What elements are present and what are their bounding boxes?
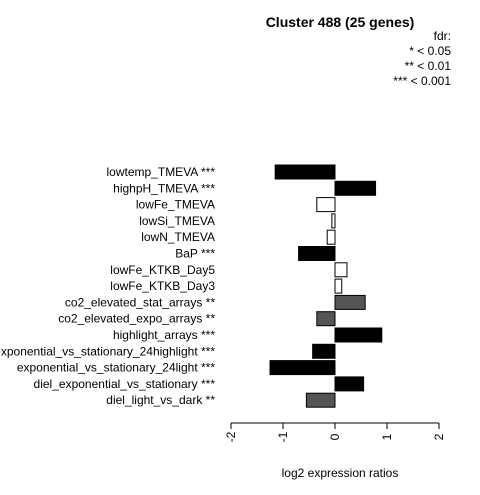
legend-entry-3: *** < 0.001 bbox=[393, 74, 451, 88]
category-label-8: lowFe_KTKB_Day3 bbox=[110, 279, 215, 293]
x-tick-label-3: 0 bbox=[328, 433, 342, 440]
bar-11 bbox=[334, 327, 383, 343]
category-label-6: BaP *** bbox=[175, 247, 215, 261]
legend-entry-1: * < 0.05 bbox=[409, 44, 451, 58]
category-label-3: lowFe_TMEVA bbox=[136, 198, 215, 212]
x-tick-label-5: 2 bbox=[432, 433, 446, 440]
category-label-2: highpH_TMEVA *** bbox=[113, 181, 215, 195]
legend-title: fdr: bbox=[434, 29, 451, 43]
category-label-4: lowSi_TMEVA bbox=[139, 214, 215, 228]
category-label-1: lowtemp_TMEVA *** bbox=[107, 165, 216, 179]
bar-4 bbox=[331, 213, 336, 229]
category-label-12: exponential_vs_stationary_24highlight **… bbox=[0, 344, 215, 358]
bar-15 bbox=[305, 392, 336, 408]
category-label-14: diel_exponential_vs_stationary *** bbox=[34, 377, 216, 391]
bar-3 bbox=[316, 197, 336, 213]
category-label-9: co2_elevated_stat_arrays ** bbox=[65, 295, 215, 309]
category-labels-group: lowtemp_TMEVA *** highpH_TMEVA *** lowFe_T… bbox=[0, 165, 215, 407]
bar-5 bbox=[326, 229, 336, 245]
bars-group bbox=[269, 164, 383, 408]
chart-title: Cluster 488 (25 genes) bbox=[266, 14, 415, 30]
bar-8 bbox=[334, 278, 343, 294]
category-label-10: co2_elevated_expo_arrays ** bbox=[58, 312, 215, 326]
category-label-13: exponential_vs_stationary_24light *** bbox=[17, 361, 215, 375]
bar-9 bbox=[334, 294, 366, 310]
bar-13 bbox=[269, 360, 336, 376]
legend-entry-2: ** < 0.01 bbox=[405, 59, 452, 73]
bar-14 bbox=[334, 376, 365, 392]
bar-6 bbox=[298, 246, 336, 261]
category-label-15: diel_light_vs_dark ** bbox=[106, 393, 215, 407]
bar-2 bbox=[334, 180, 377, 196]
bar-1 bbox=[274, 164, 336, 180]
bar-10 bbox=[316, 311, 336, 327]
category-label-7: lowFe_KTKB_Day5 bbox=[110, 263, 215, 277]
bar-12 bbox=[312, 343, 336, 359]
x-tick-label-4: 1 bbox=[380, 433, 394, 440]
category-label-11: highlight_arrays *** bbox=[113, 328, 215, 342]
x-tick-label-2: -1 bbox=[276, 431, 290, 442]
x-axis: -2 -1 0 1 2 bbox=[224, 422, 446, 442]
x-tick-label-1: -2 bbox=[224, 431, 238, 442]
bar-7 bbox=[334, 262, 348, 278]
category-label-5: lowN_TMEVA bbox=[141, 230, 215, 244]
x-axis-label: log2 expression ratios bbox=[282, 466, 399, 480]
